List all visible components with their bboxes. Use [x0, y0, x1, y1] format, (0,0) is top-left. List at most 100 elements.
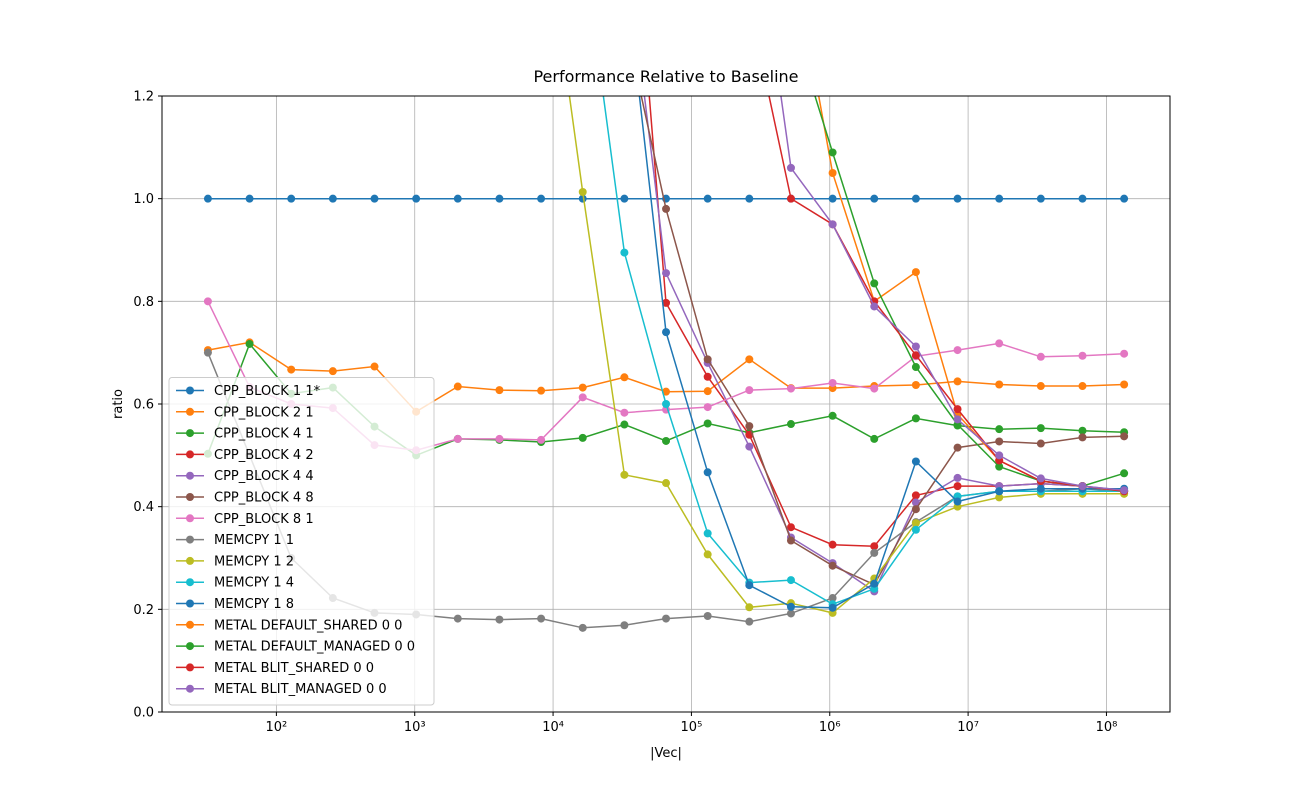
data-point	[1078, 482, 1087, 491]
data-point	[537, 194, 546, 203]
data-point	[412, 194, 421, 203]
data-point	[578, 383, 587, 392]
data-point	[911, 381, 920, 390]
data-point	[745, 355, 754, 364]
legend-label: CPP_BLOCK 1 1*	[214, 384, 321, 399]
data-point	[995, 451, 1004, 460]
data-point	[786, 576, 795, 585]
series-line	[780, 96, 1125, 491]
data-point	[620, 470, 629, 479]
data-point	[786, 194, 795, 203]
x-tick-label: 10⁶	[819, 720, 841, 735]
data-point	[911, 525, 920, 534]
data-point	[578, 187, 587, 196]
data-point	[453, 614, 462, 623]
data-point	[995, 462, 1004, 471]
data-point	[287, 365, 296, 374]
data-point	[620, 621, 629, 630]
x-tick-label: 10⁴	[542, 720, 564, 735]
data-point	[870, 279, 879, 288]
data-point	[745, 442, 754, 451]
data-point	[620, 15, 628, 23]
data-point	[328, 367, 337, 376]
data-point	[911, 457, 920, 466]
data-point	[662, 298, 671, 307]
x-tick-label: 10²	[266, 720, 288, 735]
series-line	[817, 96, 1125, 493]
legend-marker	[186, 493, 194, 501]
data-point	[911, 268, 920, 277]
data-point	[578, 393, 587, 402]
data-point	[911, 498, 920, 507]
x-axis-label: |Vec|	[650, 746, 682, 761]
legend-marker	[186, 599, 194, 608]
data-point	[578, 623, 587, 632]
legend-marker	[186, 663, 194, 672]
data-point	[495, 434, 504, 443]
data-point	[1078, 194, 1087, 203]
data-point	[786, 163, 795, 172]
data-point	[495, 615, 504, 624]
data-point	[370, 194, 379, 203]
data-point	[203, 297, 212, 306]
data-point	[870, 434, 879, 443]
data-point	[953, 482, 962, 491]
data-point	[662, 269, 671, 278]
data-point	[911, 491, 920, 500]
data-point	[911, 194, 920, 203]
legend-label: MEMCPY 1 4	[214, 576, 294, 591]
data-point	[870, 548, 879, 557]
legend-label: METAL DEFAULT_MANAGED 0 0	[214, 640, 415, 655]
legend-marker	[186, 535, 194, 544]
data-point	[870, 384, 879, 393]
data-point	[453, 382, 462, 391]
data-point	[828, 378, 837, 387]
data-point	[1036, 484, 1045, 493]
data-point	[787, 15, 795, 23]
y-tick-label: 1.0	[133, 192, 154, 207]
data-point	[703, 194, 712, 203]
data-point	[745, 422, 754, 431]
data-point	[870, 194, 879, 203]
data-point	[953, 473, 962, 482]
data-point	[703, 550, 712, 559]
data-point	[620, 420, 629, 429]
legend-label: CPP_BLOCK 4 1	[214, 427, 314, 442]
y-tick-label: 0.8	[133, 295, 154, 310]
data-point	[1036, 474, 1045, 483]
data-point	[828, 594, 837, 603]
data-point	[662, 204, 671, 213]
data-point	[620, 373, 629, 382]
legend-marker	[186, 578, 194, 587]
data-point	[703, 419, 712, 428]
data-point	[828, 603, 837, 612]
data-point	[911, 363, 920, 372]
chart-title: Performance Relative to Baseline	[533, 67, 798, 86]
data-point	[911, 342, 920, 351]
legend-label: MEMCPY 1 1	[214, 533, 294, 548]
data-point	[1120, 194, 1129, 203]
legend-marker	[186, 642, 194, 651]
data-point	[1120, 349, 1129, 358]
y-tick-label: 1.2	[133, 90, 154, 105]
x-tick-label: 10⁸	[1096, 720, 1118, 735]
data-point	[328, 194, 337, 203]
legend: CPP_BLOCK 1 1* CPP_BLOCK 2 1 CPP_BLOCK 4 1…	[168, 377, 435, 706]
data-point	[245, 194, 254, 203]
data-point	[745, 603, 754, 612]
y-tick-label: 0.4	[133, 500, 154, 515]
data-point	[745, 194, 754, 203]
series-line	[768, 96, 1125, 493]
legend-marker	[186, 471, 194, 480]
data-point	[745, 581, 754, 590]
data-point	[1036, 352, 1045, 361]
legend-marker	[186, 450, 194, 459]
legend-marker	[186, 407, 194, 416]
x-tick-label: 10⁷	[957, 720, 979, 735]
data-point	[1078, 382, 1087, 391]
legend-label: CPP_BLOCK 2 1	[214, 405, 314, 420]
data-point	[620, 194, 629, 203]
data-point	[370, 362, 379, 371]
legend-marker	[186, 429, 194, 438]
data-point	[1078, 351, 1087, 360]
